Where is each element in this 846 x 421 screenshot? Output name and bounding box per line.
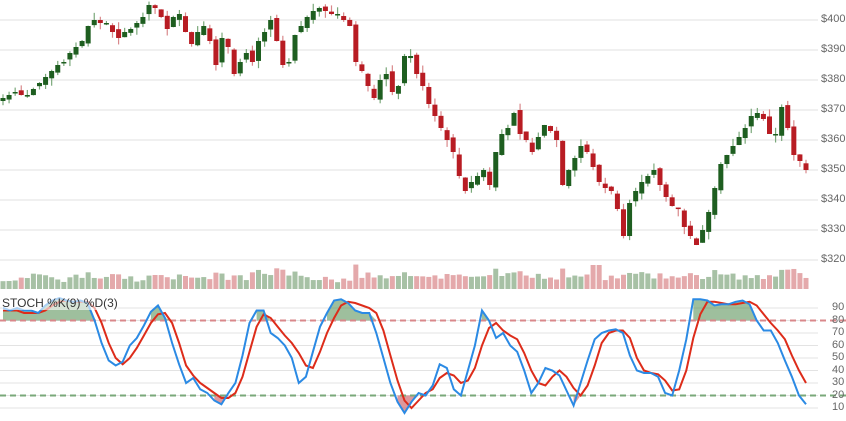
candlesticks (0, 1, 809, 246)
stoch-tick-label: 60 (832, 338, 845, 351)
stoch-tick-label: 10 (832, 401, 845, 413)
price-tick-label: $370 (821, 103, 846, 115)
stoch-d-line (3, 299, 807, 410)
stoch-title: STOCH %K(9) %D(3) (2, 296, 118, 310)
price-tick-label: $350 (821, 163, 846, 175)
stoch-tick-label: 80 (832, 313, 845, 326)
stoch-k-line (2, 296, 807, 415)
stoch-tick-label: 20 (832, 388, 845, 401)
stoch-tick-label: 70 (832, 326, 845, 338)
stoch-grid (0, 307, 818, 409)
stoch-tick-label: 50 (832, 351, 845, 363)
stoch-tick-label: 30 (832, 376, 845, 388)
price-tick-label: $380 (821, 73, 846, 85)
price-tick-label: $400 (821, 13, 846, 25)
stoch-tick-label: 90 (832, 301, 845, 313)
price-grid (0, 19, 818, 261)
price-tick-label: $330 (821, 223, 846, 235)
stoch-tick-label: 40 (832, 363, 845, 376)
price-tick-label: $360 (821, 133, 846, 145)
price-tick-label: $320 (821, 253, 846, 265)
volume-bars (0, 264, 809, 289)
price-tick-label: $340 (821, 193, 846, 205)
price-tick-label: $390 (821, 43, 846, 55)
stoch-lines (2, 296, 807, 415)
